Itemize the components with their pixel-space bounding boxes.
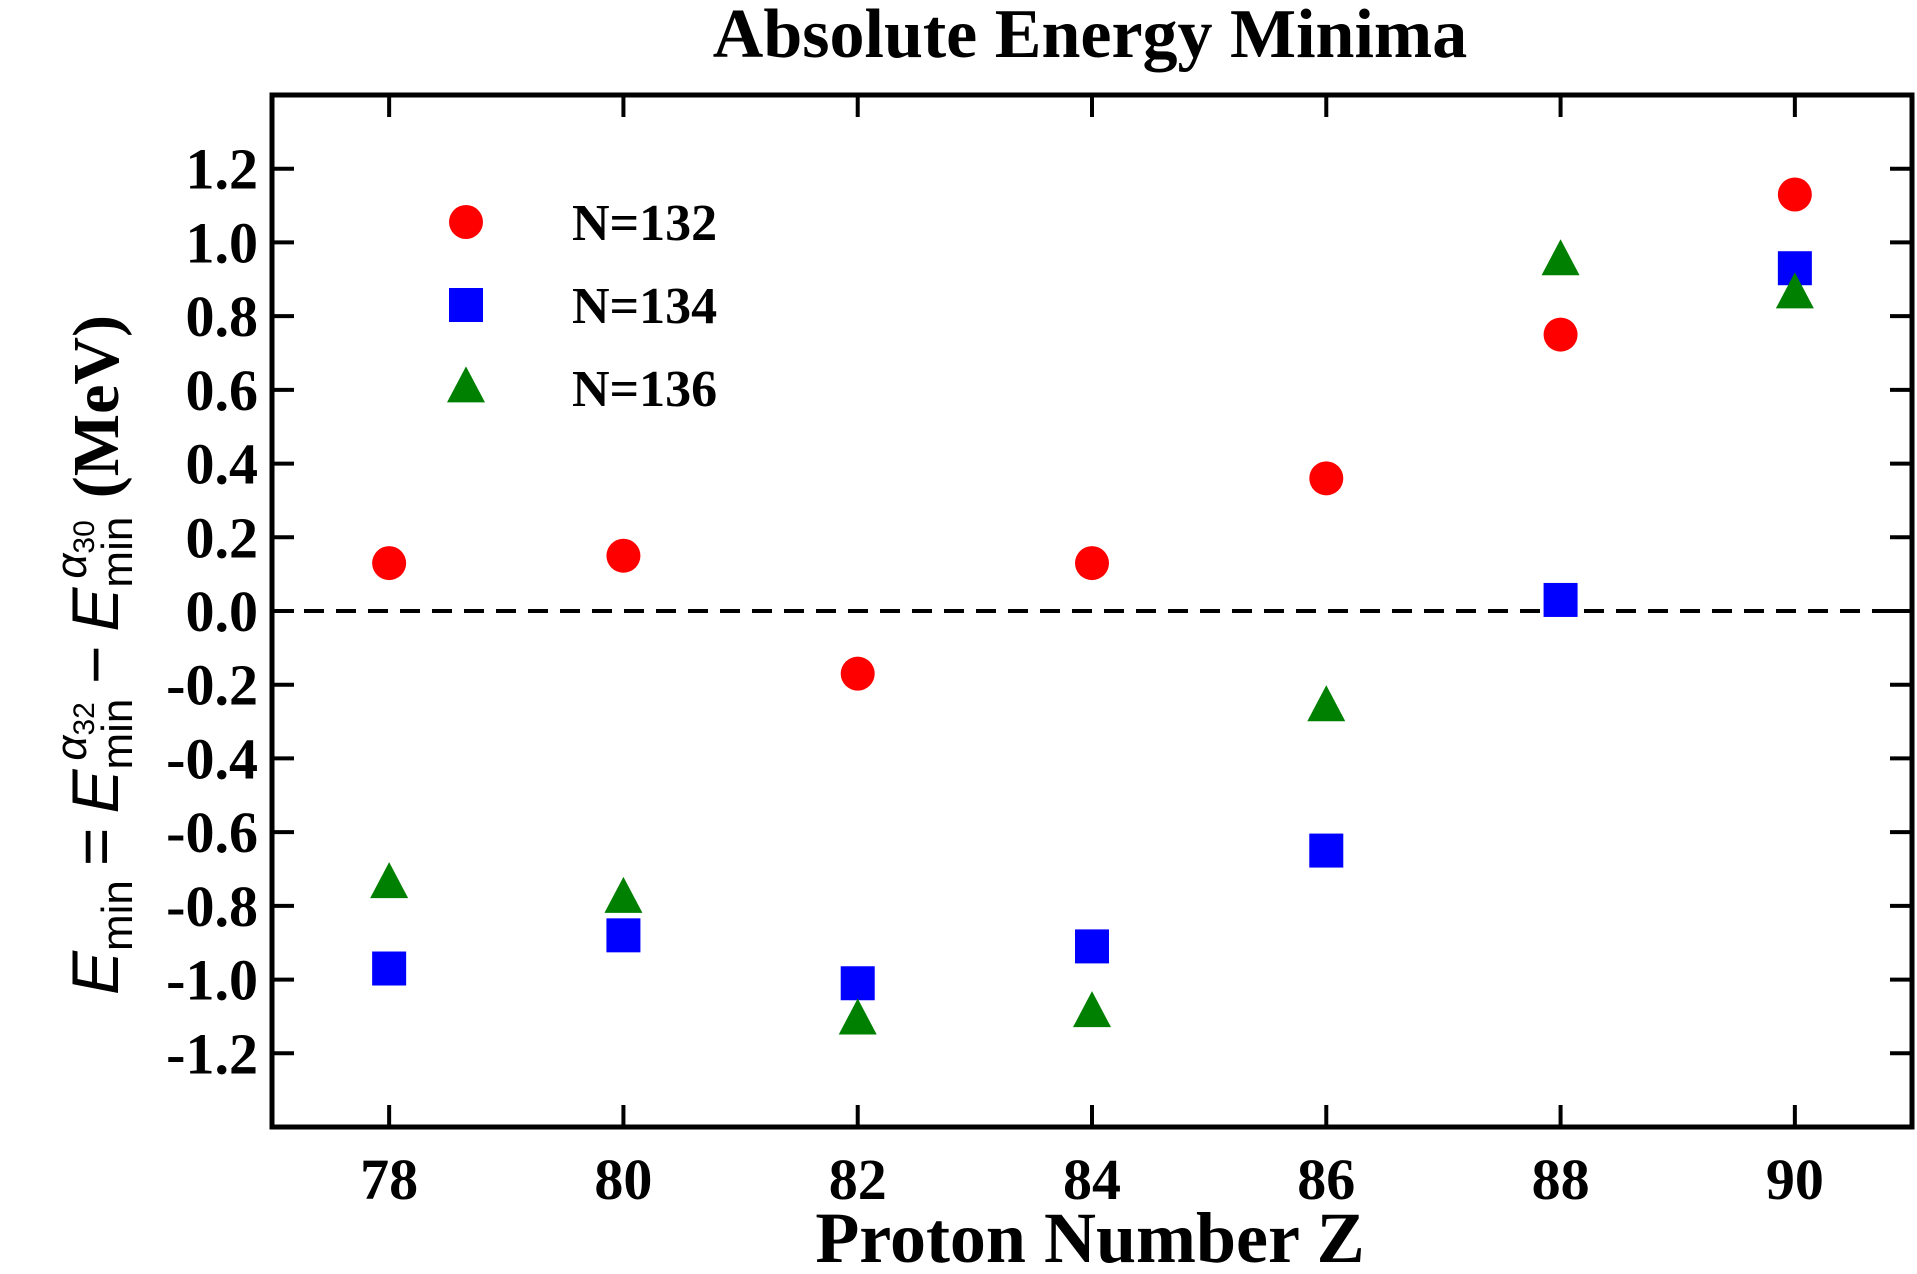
data-point-N136-z78 [370, 862, 409, 899]
data-points-layer [370, 177, 1814, 1035]
data-point-N134-z82 [840, 966, 875, 1001]
data-point-N132-z86 [1309, 461, 1344, 496]
data-point-N136-z90 [1775, 272, 1814, 309]
y-tick-label: 0.0 [186, 579, 259, 644]
legend-label: N=136 [572, 361, 717, 418]
data-point-N132-z88 [1543, 317, 1578, 352]
data-point-N132-z78 [372, 546, 407, 581]
x-tick-label: 78 [360, 1147, 418, 1212]
x-axis-label: Proton Number Z [815, 1198, 1364, 1269]
data-point-N132-z90 [1777, 177, 1812, 212]
data-point-N134-z80 [606, 918, 641, 953]
data-point-N136-z82 [838, 998, 877, 1035]
chart-title: Absolute Energy Minima [713, 0, 1467, 73]
x-tick-label: 88 [1532, 1147, 1590, 1212]
y-tick-label: -0.6 [166, 800, 258, 865]
data-point-N136-z86 [1307, 685, 1346, 722]
y-tick-label: 0.8 [186, 284, 259, 349]
data-point-N136-z80 [604, 876, 643, 913]
y-tick-label: -0.2 [166, 653, 258, 718]
legend: N=132 N=134 N=136 [447, 195, 717, 418]
legend-label: N=132 [572, 195, 717, 252]
data-point-N132-z84 [1075, 546, 1109, 581]
legend-marker-N134 [449, 288, 483, 322]
ticks-layer: 78 80 82 84 86 88 90 -1.2 -1.0 -0.8 -0.6 -0.4 -0.2 0.… [166, 95, 1912, 1212]
y-tick-label: -1.0 [166, 948, 258, 1013]
y-tick-label: 0.2 [186, 505, 259, 570]
y-tick-label: 1.0 [186, 210, 259, 275]
y-tick-label: -0.8 [166, 874, 258, 939]
data-point-N132-z82 [840, 656, 875, 691]
data-point-N134-z84 [1075, 929, 1109, 964]
plot-frame [269, 92, 1915, 1130]
data-point-N134-z86 [1309, 833, 1344, 868]
data-point-N134-z78 [372, 951, 407, 986]
y-tick-label: 0.4 [186, 432, 259, 497]
data-point-N134-z88 [1543, 582, 1578, 617]
x-tick-label: 86 [1297, 1147, 1355, 1212]
legend-label: N=134 [572, 278, 717, 335]
legend-marker-N132 [449, 205, 483, 239]
y-tick-label: -0.4 [166, 726, 258, 791]
data-point-N132-z80 [606, 538, 641, 573]
x-tick-label: 82 [829, 1147, 887, 1212]
x-tick-label: 80 [594, 1147, 652, 1212]
data-point-N136-z84 [1073, 991, 1111, 1028]
legend-marker-N136 [447, 366, 485, 403]
y-axis-label: Emin=Eminα32−Eminα30(MeV) [47, 315, 142, 995]
y-tick-label: 0.6 [186, 358, 259, 423]
x-tick-label: 84 [1063, 1147, 1121, 1212]
x-tick-label: 90 [1766, 1147, 1824, 1212]
data-point-N136-z88 [1541, 239, 1580, 276]
y-tick-label: 1.2 [186, 137, 259, 202]
y-tick-label: -1.2 [166, 1021, 258, 1086]
